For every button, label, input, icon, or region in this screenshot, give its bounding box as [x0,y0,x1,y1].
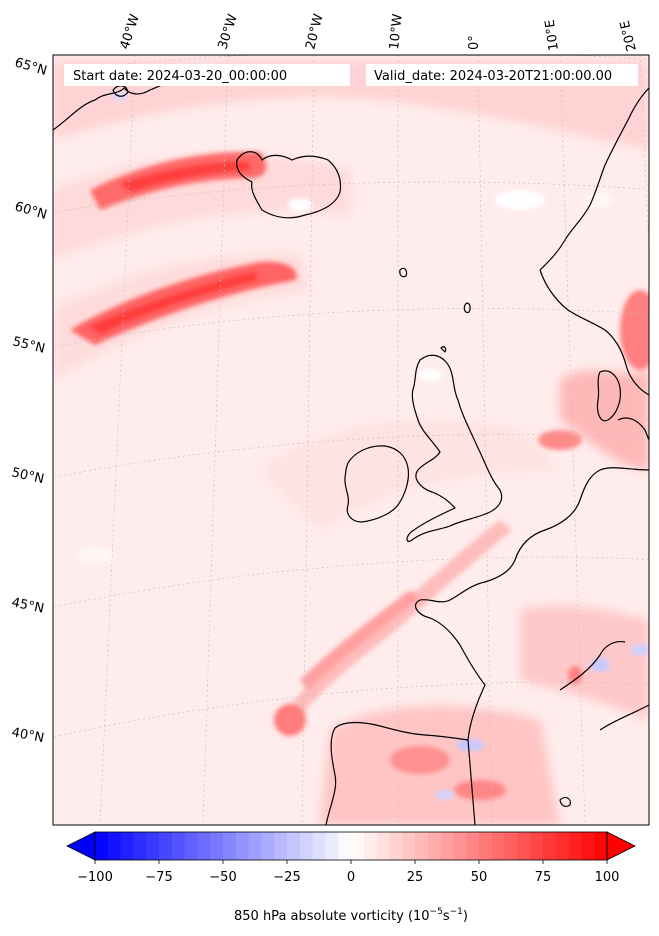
colorbar-segment [133,832,147,860]
header-bar: Start date: 2024-03-20_00:00:00 Valid_da… [64,64,638,86]
colorbar-segment [504,832,518,860]
colorbar-tick-label: 100 [595,870,620,885]
valid-date-text: Valid_date: 2024-03-20T21:00:00.00 [374,69,612,84]
colorbar-segment [453,832,467,860]
colorbar-segment [261,832,275,860]
colorbar-segment [517,832,531,860]
colorbar-segment [159,832,173,860]
lon-label-0: 0° [467,35,482,50]
colorbar-segment [197,832,211,860]
colorbar-segment [466,832,480,860]
colorbar-segment [223,832,237,860]
lat-label-50n: 50°N [10,465,45,487]
colorbar-segment [171,832,186,860]
lon-label-20e: 20°E [618,19,640,53]
start-date-text: Start date: 2024-03-20_00:00:00 [73,69,287,84]
colorbar-segment [312,832,326,860]
vorticity-contour-fill [53,60,649,825]
colorbar-tick-label: −50 [209,870,236,885]
colorbar-segment [415,832,429,860]
colorbar-segment [479,832,493,860]
colorbar-segment [235,832,250,860]
colorbar-segment [146,832,160,860]
colorbar-segment [338,832,352,860]
colorbar-segment [427,832,442,860]
colorbar-tick-label: 75 [535,870,552,885]
colorbar-ticks: −100 −75 −50 −25 0 25 50 75 100 [77,860,619,885]
colorbar-segment [363,832,378,860]
colorbar: −100 −75 −50 −25 0 25 50 75 100 850 hPa absolute… [66,831,636,924]
colorbar-segment [107,832,122,860]
colorbar-tick-label: −25 [273,870,300,885]
lat-label-45n: 45°N [10,595,45,616]
colorbar-segments [95,832,608,860]
lat-label-60n: 60°N [13,199,49,222]
colorbar-segment [568,832,582,860]
lon-label-30w: 30°W [216,12,241,51]
colorbar-tick-label: 50 [471,870,488,885]
colorbar-segment [594,832,608,860]
lon-label-10e: 10°E [543,18,562,51]
colorbar-segment [491,832,506,860]
colorbar-segment [299,832,314,860]
colorbar-segment [95,832,109,860]
colorbar-tick-label: 0 [347,870,355,885]
colorbar-segment [530,832,544,860]
longitude-labels: 40°W 30°W 20°W 10°W 0° 10°E 20°E [118,12,640,52]
colorbar-label: 850 hPa absolute vorticity (10−5s−1) [234,907,468,924]
colorbar-segment [376,832,390,860]
lon-label-40w: 40°W [118,12,143,51]
latitude-labels: 65°N 60°N 55°N 50°N 45°N 40°N [10,55,48,746]
colorbar-tick-label: −75 [145,870,172,885]
colorbar-segment [402,832,416,860]
colorbar-extend-low [66,831,96,861]
lon-label-20w: 20°W [303,12,326,51]
lat-label-55n: 55°N [11,334,46,356]
colorbar-segment [351,832,365,860]
colorbar-segment [248,832,262,860]
coastlines [53,71,649,825]
lat-label-65n: 65°N [13,55,49,78]
colorbar-extend-high [606,831,636,861]
colorbar-segment [287,832,301,860]
colorbar-tick-label: −100 [77,870,113,885]
map-panel [53,55,649,825]
colorbar-segment [325,832,339,860]
colorbar-segment [543,832,557,860]
colorbar-segment [274,832,288,860]
colorbar-segment [440,832,454,860]
colorbar-segment [210,832,224,860]
map-frame [52,54,650,826]
lat-label-40n: 40°N [10,725,45,746]
colorbar-tick-label: 25 [407,870,424,885]
colorbar-segment [389,832,403,860]
colorbar-segment [184,832,198,860]
lon-label-10w: 10°W [387,13,406,50]
colorbar-segment [555,832,570,860]
colorbar-segment [581,832,595,860]
colorbar-segment [120,832,134,860]
